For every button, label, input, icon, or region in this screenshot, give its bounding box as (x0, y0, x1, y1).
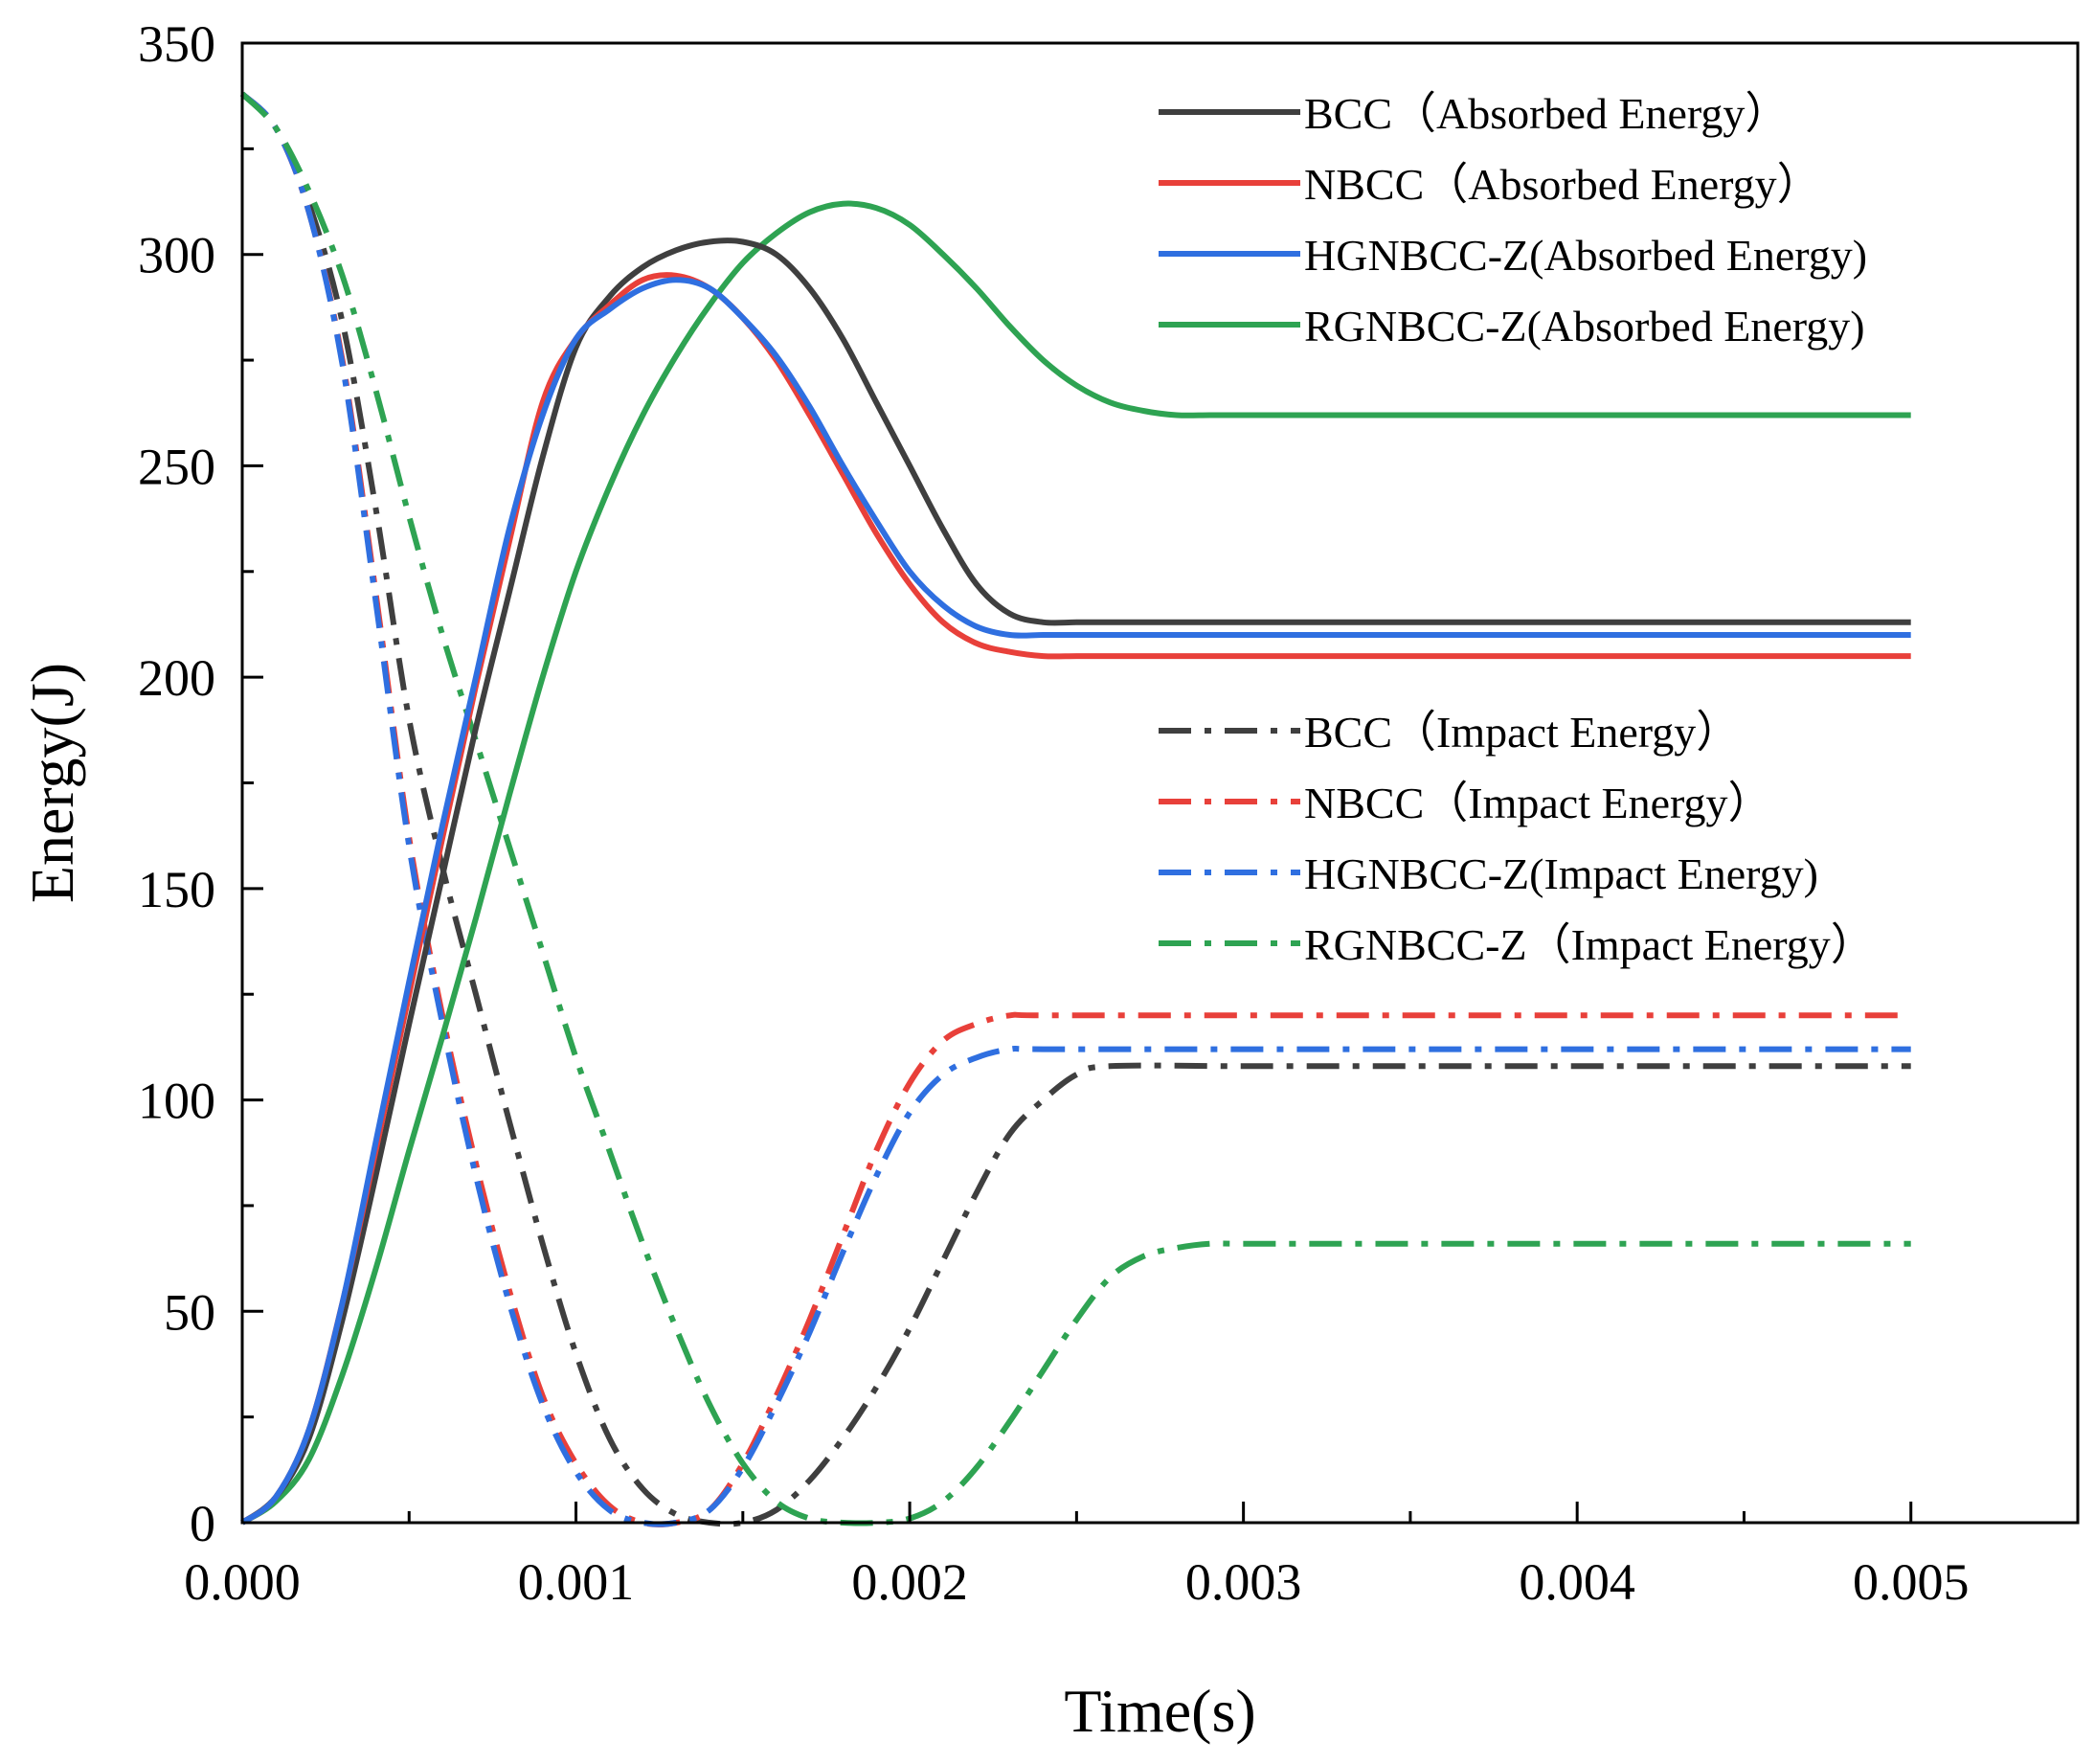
series-line (240, 200, 1911, 1526)
legend-impact-energy: BCC（Impact Energy） NBCC（Impact Energy） HGN… (1159, 708, 1875, 969)
series-line (239, 91, 1911, 1527)
series-line (239, 91, 1911, 1527)
series-layer (239, 91, 1911, 1527)
x-axis-title: Time(s) (1064, 1677, 1255, 1745)
legend-label: HGNBCC-Z(Impact Energy) (1304, 849, 1818, 898)
y-tick-label: 50 (164, 1283, 215, 1341)
y-tick-label: 300 (138, 227, 215, 284)
series-line (240, 277, 1911, 1526)
legend-label: NBCC（Impact Energy） (1304, 779, 1771, 827)
legend-label: BCC（Impact Energy） (1304, 708, 1740, 757)
legend-label: RGNBCC-Z（Impact Energy） (1304, 920, 1875, 969)
y-tick-label: 0 (190, 1495, 215, 1552)
y-tick-label: 100 (138, 1073, 215, 1130)
legend-label: BCC（Absorbed Energy） (1304, 89, 1789, 138)
legend-label: RGNBCC-Z(Absorbed Energy) (1304, 302, 1865, 351)
y-axis: 0 50 100 150 200 250 300 350 (138, 15, 263, 1552)
x-axis: 0.000 0.001 0.002 0.003 0.004 0.005 (184, 1502, 1969, 1611)
x-tick-label: 0.003 (1185, 1553, 1302, 1611)
series-line (240, 237, 1911, 1526)
x-tick-label: 0.004 (1519, 1553, 1635, 1611)
x-tick-label: 0.005 (1853, 1553, 1970, 1611)
x-tick-label: 0.001 (518, 1553, 635, 1611)
y-axis-title: Energy(J) (18, 663, 86, 903)
legend-absorbed-energy: BCC（Absorbed Energy） NBCC（Absorbed Energy… (1159, 89, 1867, 351)
y-tick-label: 250 (138, 438, 215, 495)
x-tick-label: 0.000 (184, 1553, 301, 1611)
x-tick-label: 0.002 (851, 1553, 968, 1611)
y-tick-label: 200 (138, 649, 215, 707)
legend-label: HGNBCC-Z(Absorbed Energy) (1304, 231, 1867, 280)
y-tick-label: 350 (138, 15, 215, 73)
series-line (239, 91, 1911, 1527)
legend-label: NBCC（Absorbed Energy） (1304, 160, 1821, 209)
y-tick-label: 150 (138, 861, 215, 918)
